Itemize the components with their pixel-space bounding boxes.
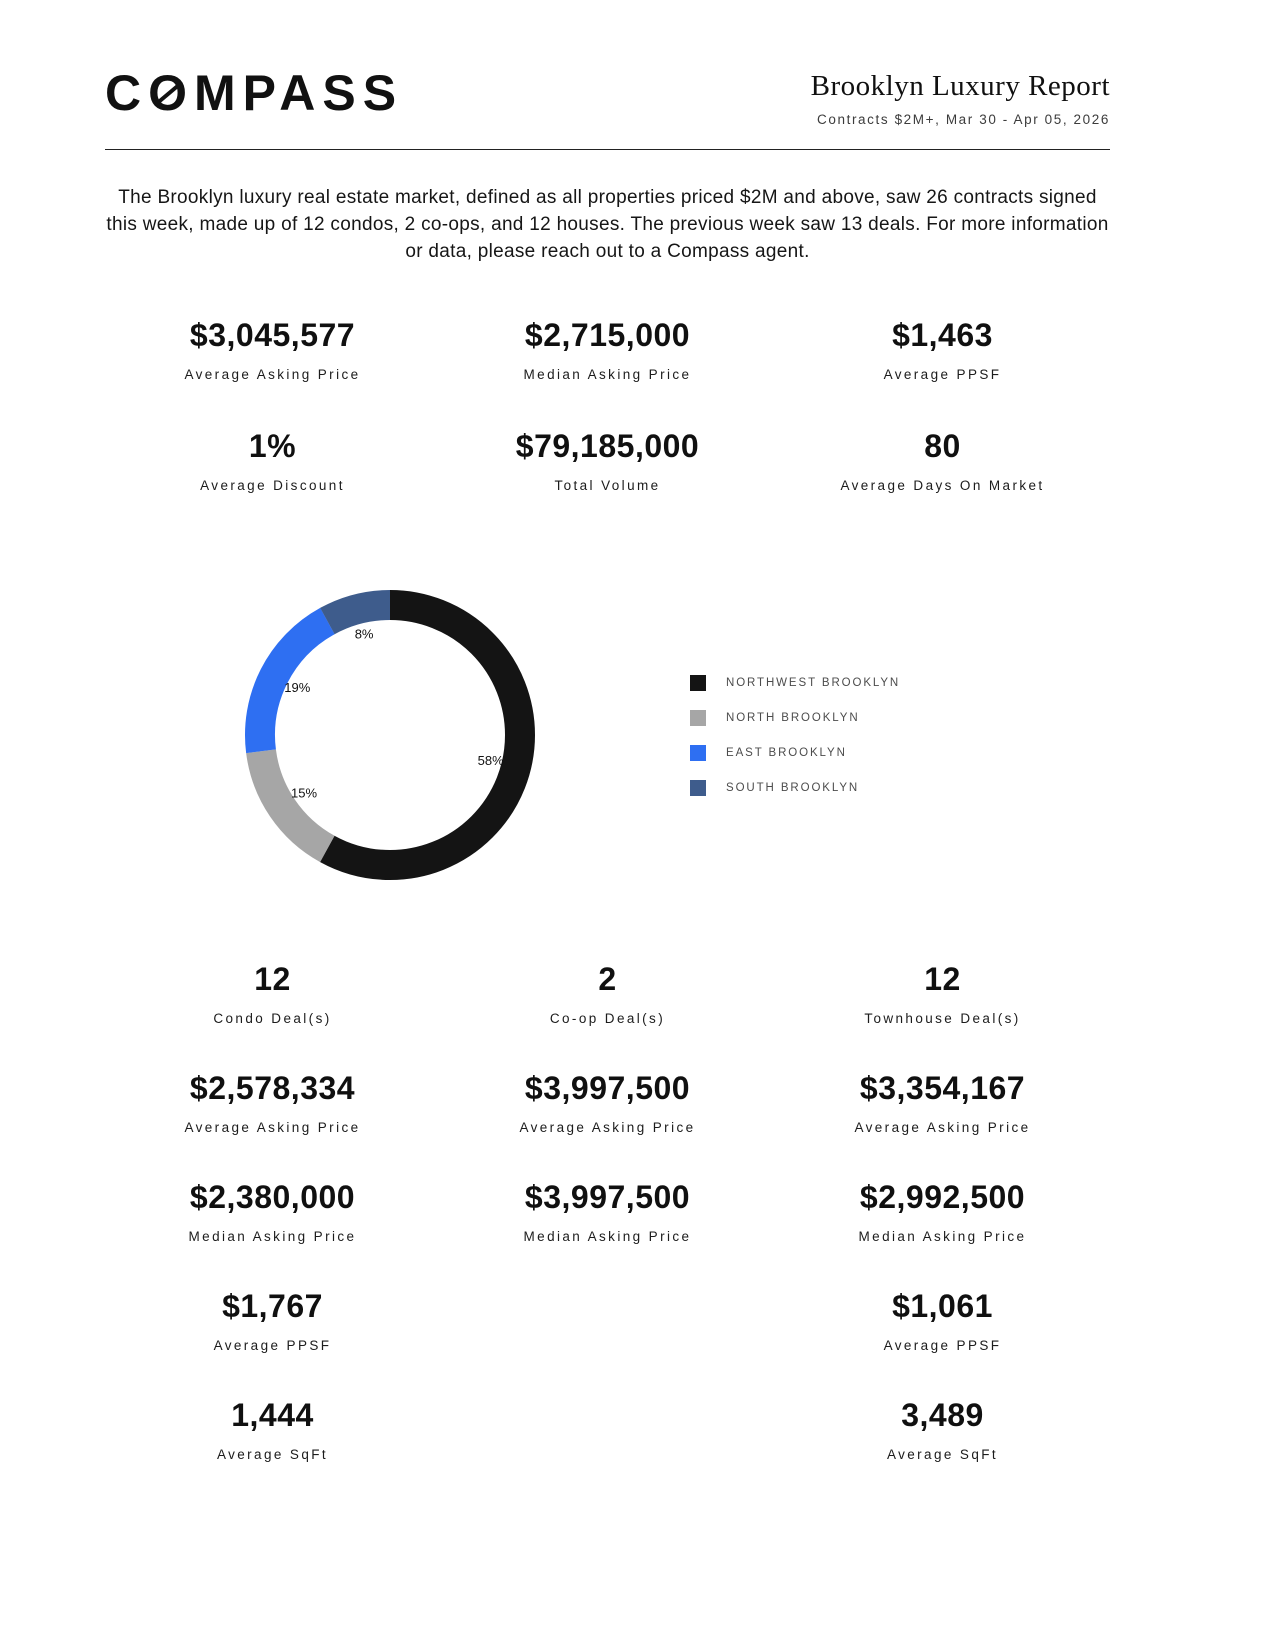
stat-value: $1,767 <box>222 1288 323 1324</box>
stat-label: Average PPSF <box>883 1338 1002 1353</box>
stat-label: Median Asking Price <box>858 1229 1027 1244</box>
stat-value: $2,380,000 <box>189 1179 356 1215</box>
townhouse-average-sqft: 3,489 Average SqFt <box>775 1397 1110 1462</box>
stat-value: $3,354,167 <box>859 1070 1026 1106</box>
stat-average-ppsf: $1,463 Average PPSF <box>775 317 1110 382</box>
stat-value: $3,045,577 <box>189 317 356 353</box>
logo-text-suffix: MPASS <box>194 65 404 121</box>
compass-logo: COMPASS <box>105 68 403 118</box>
coop-deal-count: 2 Co-op Deal(s) <box>440 961 775 1026</box>
stat-label: Average PPSF <box>213 1338 332 1353</box>
stat-median-asking-price: $2,715,000 Median Asking Price <box>440 317 775 382</box>
legend-swatch-icon <box>690 709 706 726</box>
stat-average-days-on-market: 80 Average Days On Market <box>775 428 1110 493</box>
report-title: Brooklyn Luxury Report <box>810 70 1110 102</box>
stat-label: Median Asking Price <box>188 1229 357 1244</box>
legend-swatch-icon <box>690 744 706 761</box>
region-share-chart-section: 58% 15% 19% 8% NORTHWEST BROOKLYN NORTH BRO… <box>105 585 1110 885</box>
donut-chart-svg: 58% 15% 19% 8% <box>244 590 535 880</box>
report-header: COMPASS Brooklyn Luxury Report Contracts… <box>105 68 1110 127</box>
condo-average-ppsf: $1,767 Average PPSF <box>105 1288 440 1353</box>
legend-label: NORTH BROOKLYN <box>726 711 860 724</box>
condo-average-asking-price: $2,578,334 Average Asking Price <box>105 1070 440 1135</box>
svg-text:58%: 58% <box>478 753 504 768</box>
legend-item-north-brooklyn: NORTH BROOKLYN <box>690 709 900 726</box>
stat-label: Total Volume <box>554 478 661 493</box>
legend-item-south-brooklyn: SOUTH BROOKLYN <box>690 779 900 796</box>
stat-label: Townhouse Deal(s) <box>864 1011 1021 1026</box>
stat-value: $1,061 <box>892 1288 993 1324</box>
townhouse-median-asking-price: $2,992,500 Median Asking Price <box>775 1179 1110 1244</box>
townhouse-deal-count: 12 Townhouse Deal(s) <box>775 961 1110 1026</box>
stat-label: Median Asking Price <box>523 1229 692 1244</box>
condo-median-asking-price: $2,380,000 Median Asking Price <box>105 1179 440 1244</box>
legend-label: EAST BROOKLYN <box>726 746 847 759</box>
coop-column: 2 Co-op Deal(s) $3,997,500 Average Askin… <box>440 961 775 1462</box>
coop-average-asking-price: $3,997,500 Average Asking Price <box>440 1070 775 1135</box>
stat-value: $2,578,334 <box>189 1070 356 1106</box>
stat-label: Average Asking Price <box>184 367 361 382</box>
svg-text:15%: 15% <box>291 786 317 801</box>
stat-value: $3,997,500 <box>524 1070 691 1106</box>
stat-value: 80 <box>924 428 961 464</box>
intro-paragraph: The Brooklyn luxury real estate market, … <box>106 187 1109 262</box>
stat-value: 2 <box>598 961 617 997</box>
legend-swatch-icon <box>690 779 706 796</box>
svg-text:8%: 8% <box>355 626 374 641</box>
coop-empty-slot <box>440 1288 775 1349</box>
stat-value: $3,997,500 <box>524 1179 691 1215</box>
legend-swatch-icon <box>690 674 706 691</box>
stat-average-discount: 1% Average Discount <box>105 428 440 493</box>
legend-label: NORTHWEST BROOKLYN <box>726 676 901 689</box>
legend-item-east-brooklyn: EAST BROOKLYN <box>690 744 900 761</box>
donut-chart: 58% 15% 19% 8% <box>240 585 540 885</box>
coop-median-asking-price: $3,997,500 Median Asking Price <box>440 1179 775 1244</box>
stat-label: Average SqFt <box>886 1447 999 1462</box>
coop-empty-slot <box>440 1393 775 1454</box>
stat-value: $2,715,000 <box>524 317 691 353</box>
stat-label: Average Days On Market <box>840 478 1045 493</box>
condo-average-sqft: 1,444 Average SqFt <box>105 1397 440 1462</box>
header-divider <box>105 149 1110 150</box>
logo-text-prefix: C <box>105 65 149 121</box>
stat-label: Condo Deal(s) <box>213 1011 332 1026</box>
compass-o-icon: O <box>148 68 194 118</box>
report-subtitle: Contracts $2M+, Mar 30 - Apr 05, 2026 <box>817 112 1110 127</box>
stat-value: $79,185,000 <box>515 428 700 464</box>
summary-stats-grid: $3,045,577 Average Asking Price $2,715,0… <box>105 317 1110 493</box>
stat-value: $2,992,500 <box>859 1179 1026 1215</box>
stat-total-volume: $79,185,000 Total Volume <box>440 428 775 493</box>
report-page: COMPASS Brooklyn Luxury Report Contracts… <box>105 68 1110 1462</box>
legend-label: SOUTH BROOKLYN <box>726 781 860 794</box>
stat-value: 1,444 <box>231 1397 314 1433</box>
townhouse-average-ppsf: $1,061 Average PPSF <box>775 1288 1110 1353</box>
condo-deal-count: 12 Condo Deal(s) <box>105 961 440 1026</box>
svg-text:19%: 19% <box>284 680 310 695</box>
stat-average-asking-price: $3,045,577 Average Asking Price <box>105 317 440 382</box>
stat-label: Average Asking Price <box>184 1120 361 1135</box>
legend-item-northwest-brooklyn: NORTHWEST BROOKLYN <box>690 674 901 691</box>
stat-label: Average PPSF <box>883 367 1002 382</box>
stat-label: Median Asking Price <box>523 367 692 382</box>
stat-label: Average SqFt <box>216 1447 329 1462</box>
townhouse-average-asking-price: $3,354,167 Average Asking Price <box>775 1070 1110 1135</box>
deal-type-stats-grid: 12 Condo Deal(s) $2,578,334 Average Aski… <box>105 961 1110 1462</box>
stat-value: 1% <box>248 428 297 464</box>
stat-value: 12 <box>254 961 291 997</box>
stat-label: Average Asking Price <box>854 1120 1031 1135</box>
stat-value: 12 <box>924 961 961 997</box>
stat-label: Average Asking Price <box>519 1120 696 1135</box>
stat-label: Co-op Deal(s) <box>549 1011 666 1026</box>
stat-label: Average Discount <box>200 478 345 493</box>
townhouse-column: 12 Townhouse Deal(s) $3,354,167 Average … <box>775 961 1110 1462</box>
stat-value: 3,489 <box>901 1397 984 1433</box>
stat-value: $1,463 <box>892 317 993 353</box>
condo-column: 12 Condo Deal(s) $2,578,334 Average Aski… <box>105 961 440 1462</box>
chart-legend: NORTHWEST BROOKLYN NORTH BROOKLYN EAST B… <box>690 674 901 796</box>
header-title-block: Brooklyn Luxury Report Contracts $2M+, M… <box>811 68 1110 127</box>
